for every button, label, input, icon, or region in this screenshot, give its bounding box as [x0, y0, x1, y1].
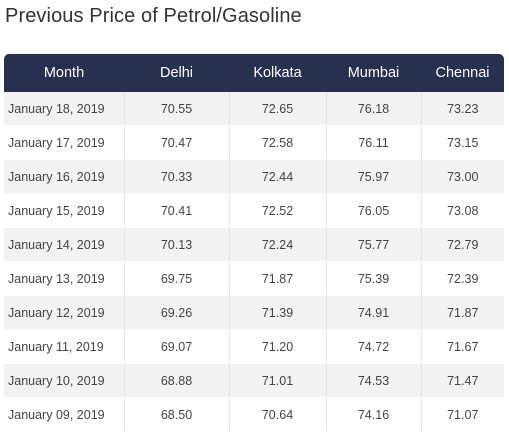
- table-row: January 09, 2019 68.50 70.64 74.16 71.07: [4, 397, 504, 432]
- mumbai-price-cell: 75.77: [326, 227, 422, 262]
- chennai-price-cell: 71.87: [421, 295, 504, 330]
- chennai-price-cell: 71.47: [421, 363, 504, 398]
- table-row: January 14, 2019 70.13 72.24 75.77 72.79: [4, 227, 504, 262]
- delhi-price-cell: 70.33: [124, 159, 230, 194]
- chennai-price-cell: 73.23: [421, 92, 504, 126]
- delhi-price-cell: 69.75: [124, 261, 230, 296]
- delhi-price-cell: 69.26: [124, 295, 230, 330]
- kolkata-price-cell: 71.39: [229, 295, 327, 330]
- delhi-price-cell: 68.50: [124, 397, 230, 432]
- kolkata-price-cell: 70.64: [229, 397, 327, 432]
- page-title: Previous Price of Petrol/Gasoline: [5, 5, 302, 27]
- date-cell: January 14, 2019: [4, 227, 125, 262]
- table-row: January 12, 2019 69.26 71.39 74.91 71.87: [4, 295, 504, 330]
- table-row: January 17, 2019 70.47 72.58 76.11 73.15: [4, 125, 504, 160]
- table-row: January 15, 2019 70.41 72.52 76.05 73.08: [4, 193, 504, 228]
- table-body: January 18, 2019 70.55 72.65 76.18 73.23 Janu…: [4, 92, 504, 432]
- chennai-price-cell: 73.15: [421, 125, 504, 160]
- chennai-price-cell: 73.08: [421, 193, 504, 228]
- date-cell: January 17, 2019: [4, 125, 125, 160]
- chennai-price-cell: 72.39: [421, 261, 504, 296]
- mumbai-price-cell: 76.05: [326, 193, 422, 228]
- table-row: January 10, 2019 68.88 71.01 74.53 71.47: [4, 363, 504, 398]
- kolkata-price-cell: 72.44: [229, 159, 327, 194]
- kolkata-price-cell: 71.87: [229, 261, 327, 296]
- date-cell: January 10, 2019: [4, 363, 125, 398]
- column-header-delhi: Delhi: [159, 65, 194, 81]
- delhi-price-cell: 68.88: [124, 363, 230, 398]
- mumbai-price-cell: 76.11: [326, 125, 422, 160]
- date-cell: January 09, 2019: [4, 397, 125, 432]
- kolkata-price-cell: 72.52: [229, 193, 327, 228]
- delhi-price-cell: 70.13: [124, 227, 230, 262]
- table-row: January 18, 2019 70.55 72.65 76.18 73.23: [4, 92, 504, 126]
- delhi-price-cell: 70.47: [124, 125, 230, 160]
- table-row: January 13, 2019 69.75 71.87 75.39 72.39: [4, 261, 504, 296]
- chennai-price-cell: 72.79: [421, 227, 504, 262]
- header-row: Month Delhi Kolkata Mumbai Chennai: [4, 54, 504, 92]
- date-cell: January 13, 2019: [4, 261, 125, 296]
- price-table-container: Month Delhi Kolkata Mumbai Chennai Janua…: [4, 54, 504, 432]
- column-header-month: Month: [43, 65, 85, 81]
- table-row: January 16, 2019 70.33 72.44 75.97 73.00: [4, 159, 504, 194]
- chennai-price-cell: 71.67: [421, 329, 504, 364]
- date-cell: January 12, 2019: [4, 295, 125, 330]
- mumbai-price-cell: 75.97: [326, 159, 422, 194]
- price-table: Month Delhi Kolkata Mumbai Chennai Janua…: [4, 54, 504, 432]
- date-cell: January 11, 2019: [4, 329, 125, 364]
- table-row: January 11, 2019 69.07 71.20 74.72 71.67: [4, 329, 504, 364]
- mumbai-price-cell: 74.16: [326, 397, 422, 432]
- date-cell: January 15, 2019: [4, 193, 125, 228]
- mumbai-price-cell: 74.53: [326, 363, 422, 398]
- mumbai-price-cell: 74.72: [326, 329, 422, 364]
- kolkata-price-cell: 72.24: [229, 227, 327, 262]
- table-header: Month Delhi Kolkata Mumbai Chennai: [4, 54, 504, 92]
- mumbai-price-cell: 76.18: [326, 92, 422, 126]
- delhi-price-cell: 69.07: [124, 329, 230, 364]
- delhi-price-cell: 70.55: [124, 92, 230, 126]
- chennai-price-cell: 73.00: [421, 159, 504, 194]
- column-header-kolkata: Kolkata: [253, 65, 302, 81]
- kolkata-price-cell: 71.01: [229, 363, 327, 398]
- kolkata-price-cell: 72.58: [229, 125, 327, 160]
- kolkata-price-cell: 71.20: [229, 329, 327, 364]
- chennai-price-cell: 71.07: [421, 397, 504, 432]
- column-header-mumbai: Mumbai: [347, 65, 400, 81]
- date-cell: January 18, 2019: [4, 92, 125, 126]
- date-cell: January 16, 2019: [4, 159, 125, 194]
- mumbai-price-cell: 74.91: [326, 295, 422, 330]
- column-header-chennai: Chennai: [435, 65, 490, 81]
- mumbai-price-cell: 75.39: [326, 261, 422, 296]
- kolkata-price-cell: 72.65: [229, 92, 327, 126]
- delhi-price-cell: 70.41: [124, 193, 230, 228]
